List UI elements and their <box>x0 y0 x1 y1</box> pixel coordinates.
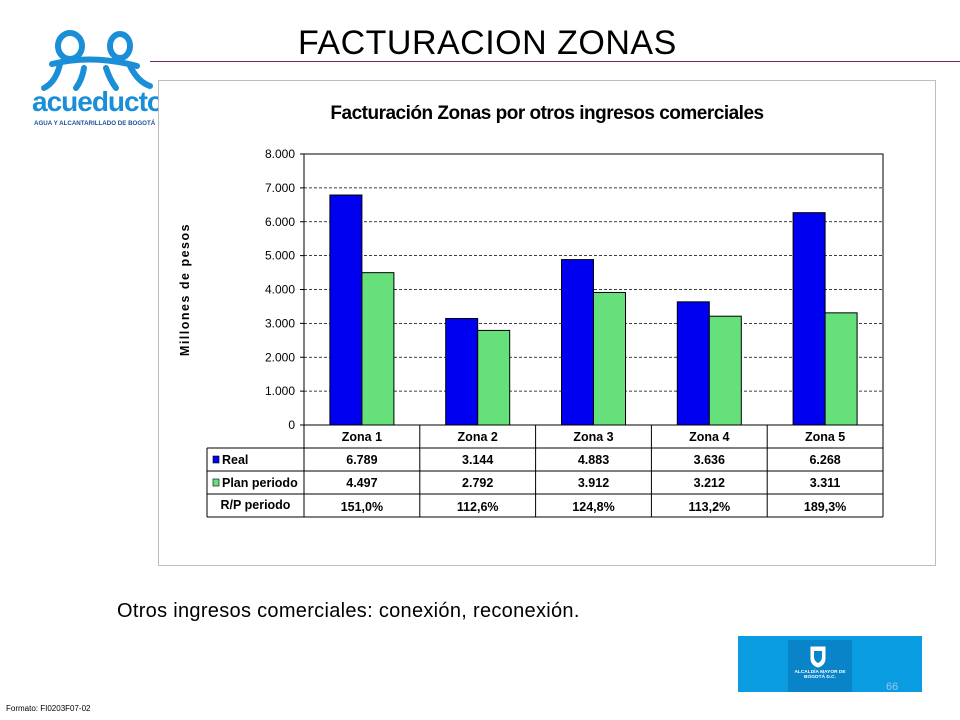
data-label: 3.636 <box>694 453 725 467</box>
slide-title: FACTURACION ZONAS <box>298 24 677 62</box>
acueducto-logo: acueducto AGUA Y ALCANTARILLADO DE BOGOT… <box>32 24 164 144</box>
y-tick-label: 4.000 <box>265 283 295 297</box>
legend-swatch-real <box>212 455 220 464</box>
y-tick-label: 1.000 <box>265 384 295 398</box>
legend-swatch-plan <box>212 478 220 487</box>
x-category-label: Zona 1 <box>342 430 382 444</box>
chart-frame: Facturación Zonas por otros ingresos com… <box>158 80 936 566</box>
data-label: 6.268 <box>809 453 840 467</box>
logo-wordmark: acueducto <box>32 86 164 117</box>
x-category-label: Zona 3 <box>573 430 613 444</box>
y-tick-label: 2.000 <box>265 350 295 364</box>
ratio-value: 112,6% <box>457 500 499 514</box>
y-axis-label: Millones de pesos <box>178 223 192 356</box>
logo-subtitle: AGUA Y ALCANTARILLADO DE BOGOTÁ <box>34 120 156 127</box>
data-label: 3.311 <box>810 476 841 490</box>
bar-plan <box>361 272 395 426</box>
x-category-label: Zona 4 <box>689 430 729 444</box>
x-category-label: Zona 5 <box>805 430 845 444</box>
bar-real <box>676 301 710 426</box>
footer-format-code: Formato: FI0203F07-02 <box>6 704 91 713</box>
bar-real <box>445 317 479 426</box>
bar-plan <box>593 291 626 426</box>
bar-chart: 0 1.000 2.000 3.000 4.000 5.000 6.000 7.000 8.00… <box>178 147 884 518</box>
bar-plan <box>824 312 858 426</box>
bogota-shield-icon <box>810 646 826 668</box>
chart-title: Facturación Zonas por otros ingresos com… <box>330 103 764 124</box>
y-tick-label: 5.000 <box>265 249 295 263</box>
title-divider <box>150 61 960 62</box>
y-tick-label: 0 <box>288 418 295 432</box>
bar-plan <box>477 329 511 426</box>
y-tick-label: 6.000 <box>265 215 295 229</box>
legend-label: Plan periodo <box>222 476 298 490</box>
bar-real <box>329 194 363 426</box>
y-tick-label: 3.000 <box>265 316 295 330</box>
bar-plan <box>708 315 742 426</box>
ratio-value: 124,8% <box>572 500 614 514</box>
slide-caption: Otros ingresos comerciales: conexión, re… <box>117 600 580 622</box>
ratio-value: 113,2% <box>688 500 730 514</box>
alcaldia-label: ALCALDÍA MAYOR DE BOGOTÁ D.C. <box>794 670 846 680</box>
data-label: 6.789 <box>346 453 377 467</box>
y-tick-label: 8.000 <box>265 147 295 161</box>
data-label: 4.497 <box>346 476 377 490</box>
frog-logo-icon <box>41 30 153 91</box>
ratio-value: 151,0% <box>341 500 383 514</box>
x-category-label: Zona 2 <box>458 430 498 444</box>
data-label: 3.912 <box>578 476 609 490</box>
y-tick-label: 7.000 <box>265 181 295 195</box>
data-label: 3.144 <box>462 453 493 467</box>
legend-label: Real <box>222 453 248 467</box>
bar-real <box>561 259 594 426</box>
data-label: 3.212 <box>694 476 725 490</box>
data-label: 4.883 <box>578 453 609 467</box>
ratio-row-label: R/P periodo <box>221 498 291 512</box>
ratio-value: 189,3% <box>804 500 846 514</box>
data-label: 2.792 <box>462 476 493 490</box>
bar-real <box>792 212 826 426</box>
page-number: 66 <box>886 681 899 693</box>
